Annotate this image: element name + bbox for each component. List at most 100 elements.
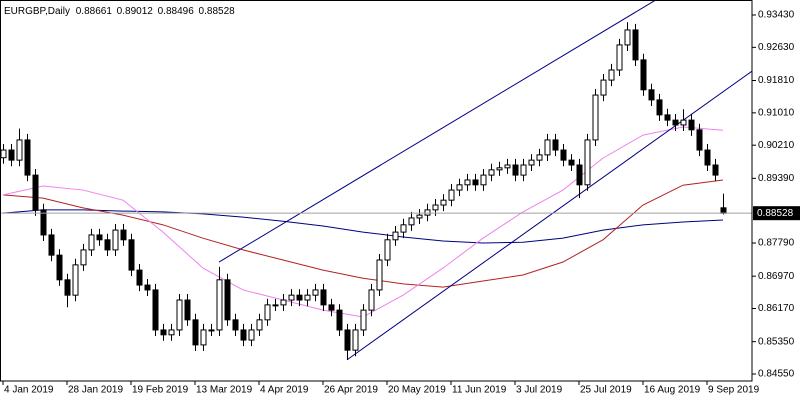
candle-body — [216, 279, 223, 331]
candle-body — [536, 154, 543, 161]
candle-body — [240, 329, 247, 341]
candle-body — [496, 167, 503, 171]
candle-body — [192, 319, 199, 346]
y-tick-label: 0.86970 — [758, 271, 795, 282]
candle-body — [376, 259, 383, 291]
candle-body — [176, 299, 183, 331]
candle-body — [608, 69, 615, 81]
candle-body — [456, 184, 463, 191]
candle-body — [440, 199, 447, 206]
moving-average — [2, 179, 724, 288]
trendline — [346, 70, 752, 361]
candle-body — [304, 294, 311, 301]
candle-body — [352, 329, 359, 351]
y-tick-label: 0.85350 — [758, 336, 795, 347]
last-open: 0.88661 — [76, 6, 113, 17]
candle-body — [96, 234, 103, 241]
x-tick-label: 9 Sep 2019 — [708, 385, 760, 396]
candle-body — [392, 231, 399, 241]
candle-body — [616, 44, 623, 71]
candle-body — [592, 94, 599, 141]
candle-body — [344, 329, 351, 351]
candle-body — [656, 99, 663, 116]
candle-body — [480, 174, 487, 186]
candle-body — [696, 129, 703, 151]
last-close: 0.88528 — [199, 6, 236, 17]
candle-body — [144, 284, 151, 291]
candle-body — [160, 329, 167, 336]
candle-body — [416, 214, 423, 219]
candle-body — [128, 239, 135, 271]
candle-body — [720, 207, 727, 214]
candle-body — [296, 294, 303, 301]
candle-body — [648, 89, 655, 101]
x-tick-label: 25 Jul 2019 — [580, 385, 632, 396]
x-tick-label: 26 Apr 2019 — [324, 385, 378, 396]
candle-body — [88, 234, 95, 251]
candle-body — [264, 304, 271, 321]
moving-average — [2, 209, 724, 244]
candle-body — [640, 59, 647, 91]
candle-body — [512, 164, 519, 176]
last-low: 0.88496 — [158, 6, 195, 17]
candle-body — [56, 254, 63, 281]
candle-body — [136, 269, 143, 286]
price-label: 0.88528 — [757, 208, 794, 219]
candle-body — [360, 309, 367, 331]
candle-body — [312, 289, 319, 296]
candle-body — [544, 139, 551, 156]
candle-body — [248, 329, 255, 341]
y-tick-label: 0.84550 — [758, 369, 795, 380]
y-tick-label: 0.89390 — [758, 173, 795, 184]
candle-body — [32, 174, 39, 211]
candle-body — [224, 279, 231, 321]
candle-body — [408, 217, 415, 226]
candle-body — [672, 119, 679, 126]
candle-body — [424, 209, 431, 216]
candle-body — [184, 299, 191, 321]
y-tick-label: 0.86170 — [758, 303, 795, 314]
y-tick-label: 0.92630 — [758, 42, 795, 53]
plot-frame — [0, 0, 753, 382]
candle-body — [528, 159, 535, 166]
candle-body — [208, 329, 215, 332]
candle-body — [288, 294, 295, 301]
price-label-box — [753, 206, 800, 221]
candle-body — [488, 169, 495, 176]
x-tick-label: 11 Jun 2019 — [452, 385, 507, 396]
candle-body — [48, 234, 55, 256]
candle-body — [464, 179, 471, 186]
candle-body — [200, 329, 207, 346]
x-tick-label: 13 Mar 2019 — [196, 385, 253, 396]
plot-area — [0, 0, 752, 361]
candle-body — [432, 204, 439, 211]
candle-body — [576, 164, 583, 186]
x-tick-label: 20 May 2019 — [388, 385, 446, 396]
candle-body — [384, 239, 391, 261]
candle-body — [712, 164, 719, 176]
chart-title: EURGBP,Daily — [4, 6, 70, 17]
candle-body — [504, 164, 511, 169]
candle-body — [320, 289, 327, 306]
axes: 0.93430 0.92630 0.91810 0.91010 0.90210 0.893… — [2, 10, 800, 396]
y-tick-label: 0.91010 — [758, 107, 795, 118]
chart-header: EURGBP,Daily 0.88661 0.89012 0.88496 0.8… — [4, 6, 235, 17]
candle-body — [568, 159, 575, 166]
y-tick-label: 0.90210 — [758, 140, 795, 151]
candle-body — [520, 164, 527, 176]
candle-body — [72, 264, 79, 296]
candle-body — [112, 229, 119, 251]
candle-body — [624, 29, 631, 46]
candle-body — [368, 289, 375, 311]
candle-body — [256, 319, 263, 331]
candle-body — [0, 149, 7, 159]
candle-body — [400, 224, 407, 233]
candle-body — [680, 119, 687, 126]
candle-body — [688, 119, 695, 131]
x-tick-label: 16 Aug 2019 — [644, 385, 701, 396]
x-tick-label: 4 Jan 2019 — [4, 385, 54, 396]
candle-body — [584, 139, 591, 186]
x-tick-label: 19 Feb 2019 — [132, 385, 189, 396]
candle-body — [336, 309, 343, 331]
